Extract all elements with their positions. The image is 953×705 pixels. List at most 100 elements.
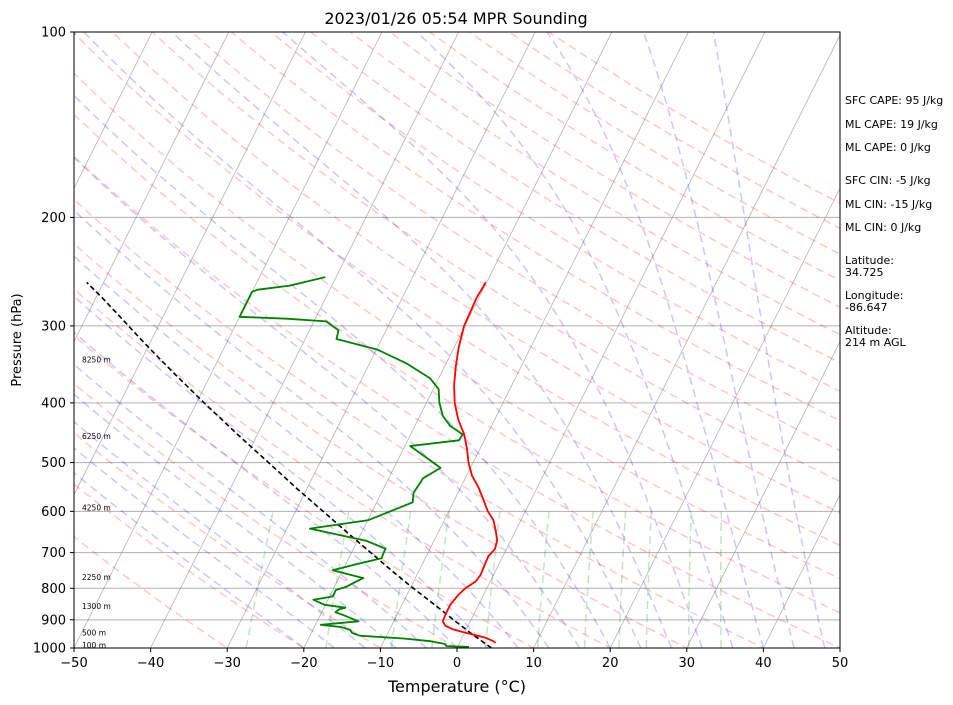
dry-adiabat-line [74,535,229,648]
moist-adiabat-line [74,209,550,648]
mixing-ratio-line [536,511,550,648]
mixing-ratio-line [245,511,274,648]
dry-adiabat-line [388,32,840,309]
moist-adiabat-line [171,32,673,648]
y-tick-label: 700 [41,546,66,561]
dry-adiabat-line [74,113,840,614]
dry-adiabat-line [190,32,840,452]
isotherm-line [456,32,766,648]
x-tick-label: −20 [290,656,317,671]
y-tick-label: 500 [41,456,66,471]
isotherm-line [686,340,840,648]
data-series [86,276,499,648]
x-tick-label: 20 [602,656,619,671]
y-tick-label: 600 [41,505,66,520]
moist-adiabat-line [74,446,335,648]
height-label: 100 m [82,641,106,650]
moist-adiabat-line [74,420,366,648]
dry-adiabat-line [74,32,840,547]
height-label: 8250 m [82,356,111,365]
dewpoint-line [238,276,470,648]
moist-adiabat-line [74,156,581,648]
mixing-ratio-line [583,511,594,648]
longitude-value: -86.647 [845,301,887,314]
x-tick-label: −50 [60,656,87,671]
temperature-line [441,281,499,644]
y-axis-label: Pressure (hPa) [10,293,25,386]
moist-adiabat-line [416,32,734,648]
sfc-cape-text: SFC CAPE: 95 J/kg [845,94,943,107]
latitude-value: 34.725 [845,266,884,279]
x-tick-label: −10 [367,656,394,671]
dry-adiabat-line [74,242,689,648]
isotherm-line [74,32,306,496]
isotherm-line [74,32,230,343]
ml-cape-text: ML CAPE: 19 J/kg [845,118,938,131]
moist-adiabat-line [74,363,427,648]
isotherm-line [762,493,840,648]
x-tick-label: 10 [525,656,542,671]
dry-adiabat-line [74,155,840,648]
x-tick-label: 50 [832,656,849,671]
dry-adiabat-line [428,32,840,282]
isotherm-line [74,32,383,648]
mixing-ratio-line [431,511,450,648]
mixing-ratio-line [687,511,692,648]
height-label: 1300 m [82,602,111,611]
dry-adiabat-line [309,32,840,364]
y-tick-label: 400 [41,396,66,411]
parcel-profile-line [86,281,492,648]
mixing-ratio-line [645,511,653,648]
ml-cin-text: ML CIN: -15 J/kg [845,198,932,211]
height-label: 6250 m [82,432,111,441]
height-label: 2250 m [82,573,111,582]
x-tick-label: 40 [755,656,772,671]
ml-cape-text-2: ML CAPE: 0 J/kg [845,141,931,154]
ml-cin-text-2: ML CIN: 0 J/kg [845,221,921,234]
moist-adiabat-line [74,471,305,648]
height-label: 500 m [82,629,106,638]
dry-adiabat-line [74,334,536,648]
mixing-ratio-line [618,511,627,648]
moist-adiabat-line [74,331,458,648]
dry-adiabat-line [74,483,306,648]
dry-adiabat-line [74,72,840,580]
y-tick-label: 900 [41,613,66,628]
chart-title: 2023/01/26 05:54 MPR Sounding [324,9,587,28]
altitude-label: Altitude: [845,324,892,337]
moist-adiabat-line [642,32,795,648]
dry-adiabat-line [111,32,840,514]
mixing-ratio-line [390,511,412,648]
moist-adiabat-line [74,255,519,648]
dry-adiabat-line [74,432,382,648]
isotherm-line [226,32,536,648]
dry-adiabat-line [349,32,840,336]
mixing-ratio-line [325,511,350,648]
dry-adiabat-line [74,382,459,648]
x-tick-label: −40 [137,656,164,671]
isotherm-line [609,187,840,648]
moist-adiabat-line [74,393,397,648]
longitude-label: Longitude: [845,289,903,302]
axes: 1000 900 800 700 600 500 400 300 200 100 −50 −40 −30… [33,26,848,672]
isotherm-line [74,32,153,190]
y-tick-label: 1000 [33,642,66,657]
dry-adiabat-line [151,32,840,483]
moist-adiabat-line [712,32,826,648]
moist-adiabat-line [74,94,611,648]
moist-adiabat-line [282,32,703,648]
background-grid [74,32,840,648]
altitude-value: 214 m AGL [845,336,907,349]
height-label: 4250 m [82,503,111,512]
y-tick-label: 100 [41,26,66,41]
dry-adiabat-line [74,288,612,648]
y-tick-label: 800 [41,582,66,597]
mixing-ratio-line [719,511,723,648]
y-tick-label: 200 [41,211,66,226]
isotherm-line [379,32,689,648]
x-tick-label: −30 [213,656,240,671]
y-tick-label: 300 [41,319,66,334]
isotherm-line [533,34,840,648]
